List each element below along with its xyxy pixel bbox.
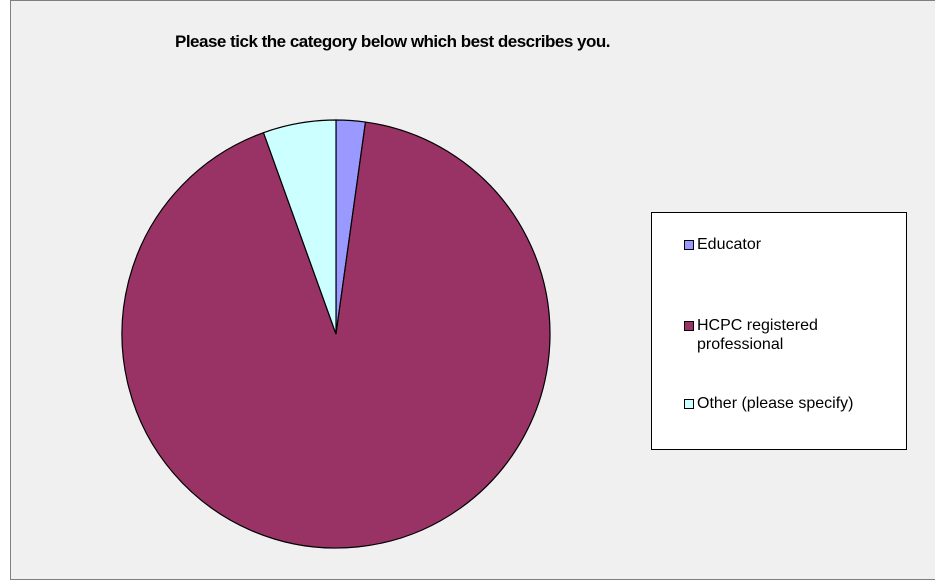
legend-swatch-educator	[684, 240, 694, 250]
legend-item-hcpc: HCPC registered professional	[684, 316, 872, 354]
legend-item-other: Other (please specify)	[684, 394, 897, 413]
pie-slice-hcpc-registered-professional	[121, 121, 551, 549]
legend-swatch-other	[684, 399, 694, 409]
legend-swatch-hcpc	[684, 321, 694, 331]
pie-slice-other-please-specify	[262, 119, 337, 335]
pie-chart	[121, 119, 551, 549]
chart-title: Please tick the category below which bes…	[175, 32, 610, 51]
legend: Educator HCPC registered professional Ot…	[651, 212, 907, 450]
pie-slices	[121, 119, 551, 549]
legend-label-hcpc: HCPC registered professional	[697, 317, 818, 353]
legend-label-other: Other (please specify)	[697, 395, 854, 412]
legend-label-educator: Educator	[697, 236, 762, 253]
legend-item-educator: Educator	[684, 235, 897, 254]
